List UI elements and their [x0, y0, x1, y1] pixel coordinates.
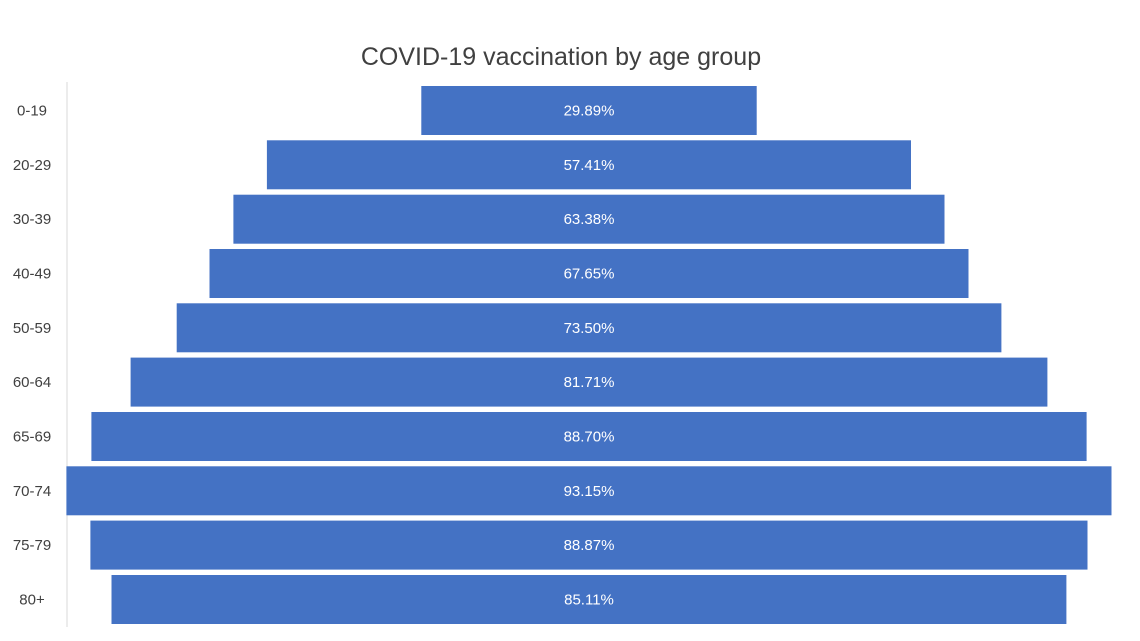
category-label: 65-69: [13, 429, 51, 446]
data-label: 93.15%: [564, 483, 615, 500]
category-label: 40-49: [13, 266, 51, 283]
bar-30-39: [233, 194, 945, 244]
category-label: 0-19: [17, 103, 47, 120]
bars-group: [66, 86, 1112, 624]
chart-title: COVID-19 vaccination by age group: [361, 43, 761, 71]
bar-65-69: [91, 412, 1087, 461]
bar-0-19: [421, 86, 757, 135]
bar-50-59: [176, 303, 1002, 353]
data-labels-group: 29.89% 57.41% 63.38% 67.65% 73.50% 81.71% 88.7…: [564, 103, 615, 609]
category-label: 70-74: [13, 483, 51, 500]
data-label: 63.38%: [564, 211, 615, 228]
category-label: 80+: [19, 592, 45, 609]
data-label: 29.89%: [564, 103, 615, 120]
category-label: 30-39: [13, 211, 51, 228]
category-label: 75-79: [13, 537, 51, 554]
data-label: 85.11%: [564, 592, 614, 609]
data-label: 67.65%: [564, 266, 615, 283]
bar-40-49: [209, 249, 969, 298]
data-label: 73.50%: [564, 320, 615, 337]
bar-75-79: [90, 520, 1088, 570]
data-label: 88.70%: [564, 429, 615, 446]
bar-60-64: [130, 357, 1048, 407]
bar-80+: [111, 575, 1067, 624]
bar-70-74: [66, 466, 1112, 516]
category-label: 60-64: [13, 374, 51, 391]
data-label: 88.87%: [564, 537, 615, 554]
category-labels-group: 0-19 20-29 30-39 40-49 50-59 60-64 65-69 70-74 7…: [13, 103, 51, 609]
category-label: 20-29: [13, 157, 51, 174]
data-label: 57.41%: [564, 157, 615, 174]
category-label: 50-59: [13, 320, 51, 337]
bar-20-29: [266, 140, 911, 190]
data-label: 81.71%: [564, 374, 615, 391]
